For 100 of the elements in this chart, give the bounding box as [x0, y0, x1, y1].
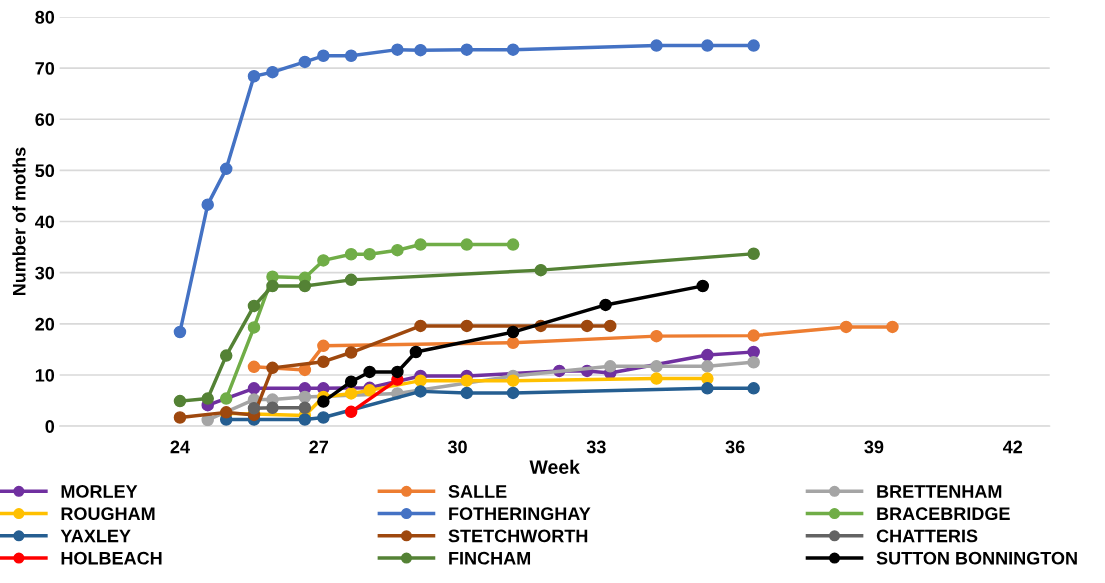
point	[344, 405, 358, 419]
point	[317, 411, 330, 424]
point	[650, 329, 663, 343]
point	[344, 49, 358, 63]
point	[317, 395, 330, 408]
point	[391, 43, 404, 56]
point	[317, 49, 330, 63]
point	[506, 386, 520, 400]
point	[344, 346, 358, 359]
legend-label: BRETTENHAM	[877, 485, 1002, 498]
point	[298, 279, 312, 293]
point	[317, 355, 330, 368]
point	[266, 65, 279, 79]
x-tick-label: 30	[447, 440, 467, 454]
legend-label: HOLBEACH	[61, 551, 162, 565]
point	[747, 345, 760, 359]
point	[886, 320, 899, 334]
point	[298, 390, 312, 404]
point	[219, 349, 233, 362]
point	[298, 401, 312, 415]
point	[298, 413, 312, 426]
legend-label: SALLE	[448, 485, 507, 498]
point	[363, 365, 376, 379]
point	[409, 345, 423, 359]
point	[414, 319, 427, 333]
point	[460, 319, 474, 333]
legend-label: MORLEY	[61, 485, 138, 498]
point	[317, 254, 330, 267]
x-axis-title: Week	[529, 459, 580, 474]
point	[747, 355, 760, 369]
point	[701, 360, 714, 373]
legend-label: YAXLEY	[60, 529, 131, 543]
point	[266, 401, 279, 415]
point	[414, 385, 427, 398]
point	[650, 360, 663, 373]
point	[201, 392, 214, 405]
x-tick-label: 24	[170, 440, 190, 454]
y-tick-label: 30	[35, 266, 55, 280]
legend-label: FOTHERINGHAY	[449, 507, 591, 521]
point	[460, 238, 474, 251]
point	[603, 319, 617, 333]
point	[317, 339, 330, 353]
legend-label: ROUGHAM	[61, 507, 155, 521]
point	[173, 411, 187, 424]
point	[747, 247, 760, 261]
point	[344, 248, 358, 261]
y-axis-title: Number of moths	[12, 147, 26, 296]
y-tick-label: 60	[35, 113, 55, 126]
legend-label: STETCHWORTH	[448, 529, 588, 543]
point	[298, 363, 312, 377]
point	[219, 162, 233, 176]
point	[414, 374, 427, 387]
point	[414, 43, 427, 57]
x-tick-label: 42	[1002, 440, 1023, 454]
legend-label: FINCHAM	[449, 551, 531, 565]
legend-label: BRACEBRIDGE	[877, 507, 1010, 521]
point	[580, 319, 594, 333]
point	[701, 382, 714, 395]
y-tick-label: 50	[35, 164, 55, 178]
y-tick-label: 70	[35, 62, 55, 75]
point	[506, 374, 520, 387]
y-tick-label: 80	[35, 10, 55, 24]
point	[747, 39, 760, 52]
point	[506, 238, 520, 251]
point	[696, 279, 710, 293]
point	[506, 43, 520, 56]
point	[414, 238, 427, 251]
point	[298, 55, 312, 69]
point	[650, 372, 663, 385]
legend-label: CHATTERIS	[876, 529, 978, 543]
point	[247, 69, 261, 83]
point	[173, 325, 187, 339]
point	[701, 348, 714, 362]
point	[344, 273, 358, 287]
y-tick-label: 40	[35, 215, 55, 229]
point	[391, 243, 404, 257]
point	[701, 39, 714, 52]
point	[344, 375, 358, 388]
point	[201, 198, 214, 211]
point	[534, 263, 548, 277]
point	[266, 279, 279, 293]
point	[839, 320, 853, 334]
point	[363, 248, 376, 261]
y-tick-label: 10	[35, 368, 55, 382]
point	[747, 329, 760, 342]
point	[599, 298, 612, 312]
point	[650, 39, 663, 52]
legend-label: SUTTON BONNINGTON	[876, 551, 1077, 565]
point	[460, 374, 474, 387]
x-tick-label: 39	[864, 440, 884, 454]
point	[247, 402, 261, 415]
point	[247, 360, 261, 374]
y-tick-label: 0	[45, 420, 55, 433]
point	[391, 365, 404, 379]
point	[219, 392, 233, 405]
point	[173, 394, 187, 408]
point	[506, 336, 520, 350]
point	[266, 361, 279, 375]
y-tick-label: 20	[35, 317, 55, 331]
x-tick-label: 33	[586, 440, 606, 454]
